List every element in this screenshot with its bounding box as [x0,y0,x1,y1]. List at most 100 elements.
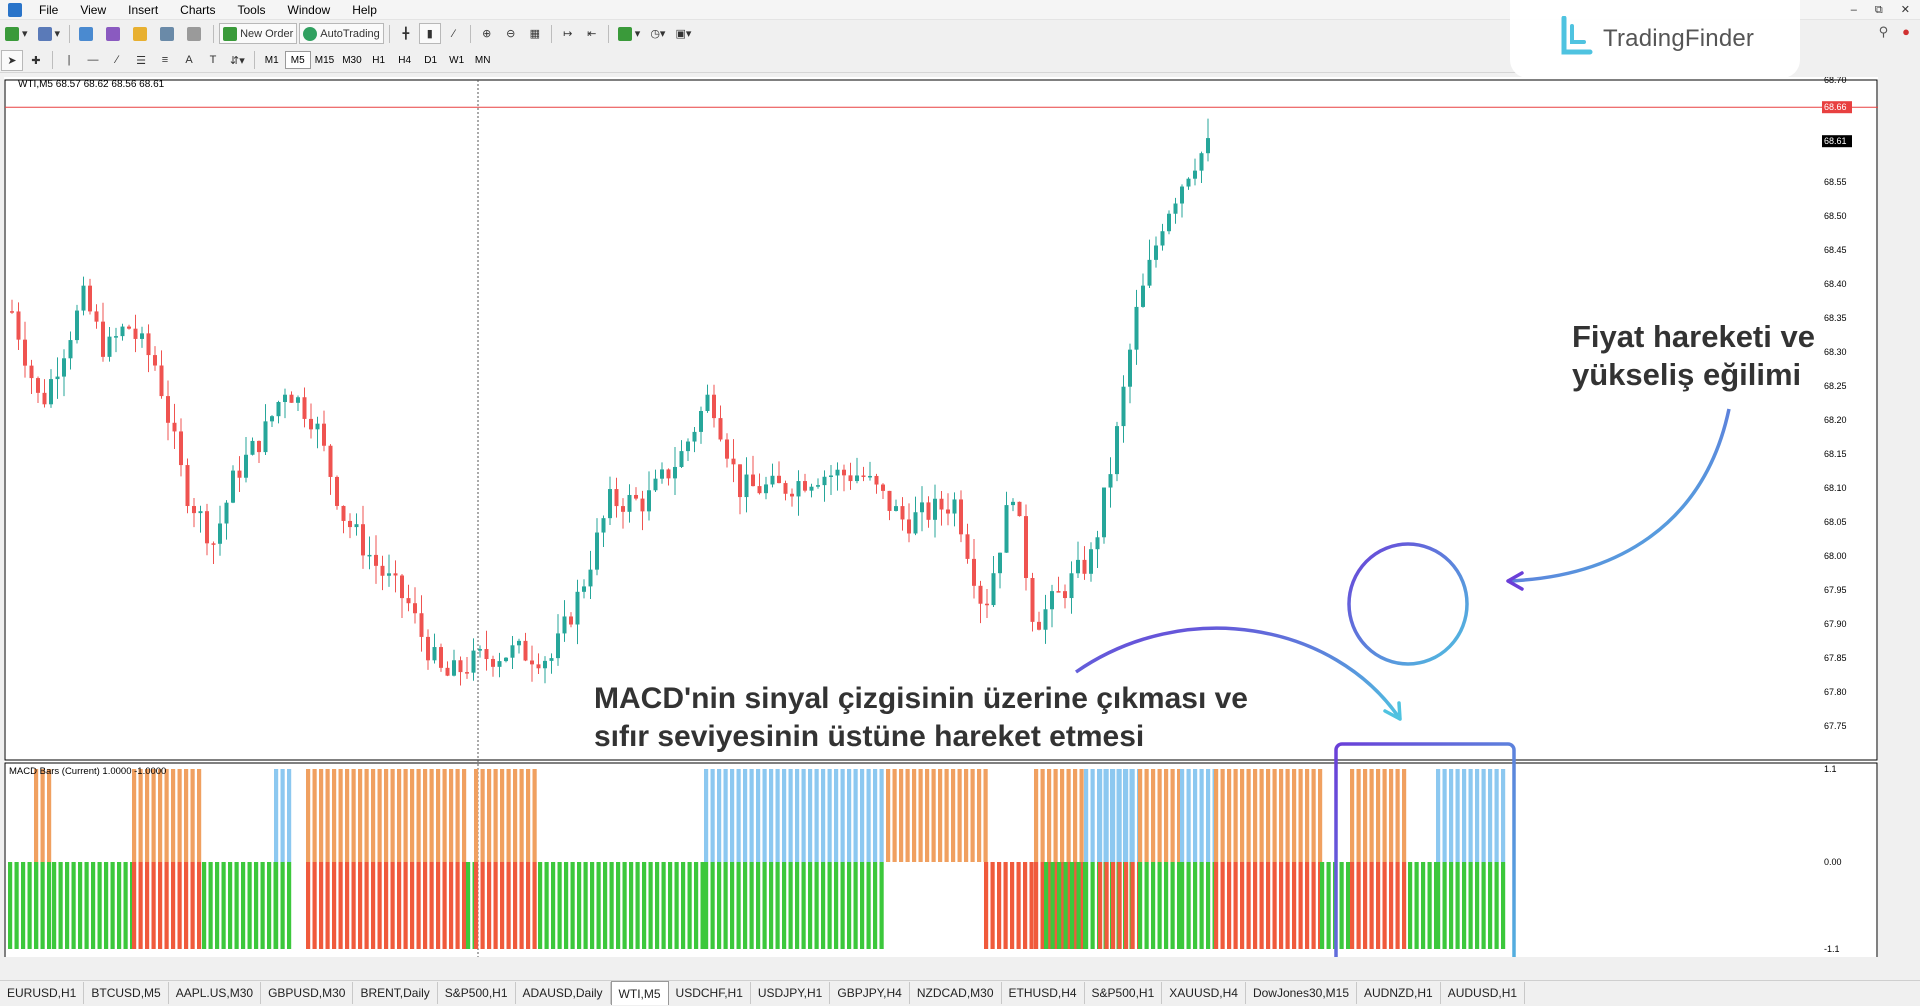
price-axis-label: 68.70 [1824,77,1847,85]
timeframe-mn[interactable]: MN [474,54,491,66]
price-annotation-line2: yükseliş eğilimi [1572,357,1802,392]
chart-tab[interactable]: USDCHF,H1 [669,982,751,1004]
candle-body [224,502,229,524]
text-label-icon[interactable]: T [209,54,217,66]
channel-icon[interactable]: ☰ [136,54,146,67]
candle-body [1069,573,1074,599]
timeframe-h1[interactable]: H1 [372,54,386,66]
macd-bar-upper [918,769,923,862]
search-icon[interactable]: ⚲ [1878,24,1889,39]
candle-body [939,498,944,510]
zoom-in-icon[interactable]: ⊕ [482,28,492,40]
chart-tab[interactable]: S&P500,H1 [1085,982,1163,1004]
chart-tab[interactable]: BRENT,Daily [353,982,438,1004]
trendline-icon[interactable]: ∕ [116,54,118,66]
timeframe-h4[interactable]: H4 [398,54,412,66]
macd-bar-lower [736,862,741,949]
candle-body [179,431,183,466]
vertical-line-icon[interactable]: | [67,54,71,66]
chart-tab[interactable]: XAUUSD,H4 [1162,982,1246,1004]
data-window-icon[interactable] [102,23,127,44]
candlestick-icon[interactable]: ▮ [418,23,441,44]
periods-button[interactable]: ◷▾ [650,28,666,40]
chart-window[interactable]: 68.70 68.55 68.50 68.45 68.40 68.35 68.30 68.25… [4,77,1878,957]
timeframe-m1[interactable]: M1 [264,54,279,66]
chart-tab[interactable]: AUDNZD,H1 [1357,982,1441,1004]
candle-body [504,657,508,662]
timeframe-m15[interactable]: M15 [314,54,335,66]
terminal-icon[interactable] [156,23,181,44]
candle-body [328,445,333,477]
chart-tab[interactable]: USDJPY,H1 [751,982,831,1004]
templates-button[interactable]: ▣▾ [675,28,692,40]
menu-file[interactable]: File [39,2,59,17]
macd-bar-lower [1180,862,1185,949]
macd-bar-upper [827,769,832,862]
timeframe-m5[interactable]: M5 [284,51,311,69]
macd-bar-upper [1318,769,1323,862]
minimize-icon[interactable]: – [1850,4,1857,16]
chart-tab[interactable]: AUDUSD,H1 [1441,982,1526,1004]
chart-tab[interactable]: WTI,M5 [610,981,669,1005]
chart-tab[interactable]: EURUSD,H1 [0,982,85,1004]
macd-bar-lower [1053,862,1058,949]
chart-shift-icon[interactable]: ⇤ [587,28,597,40]
chart-tab[interactable]: BTCUSD,M5 [84,982,169,1004]
restore-icon[interactable]: ⧉ [1874,4,1883,16]
menu-insert[interactable]: Insert [128,2,159,17]
navigator-icon[interactable] [129,23,154,44]
price-axis-label: 68.30 [1824,347,1847,357]
tile-windows-icon[interactable]: ▦ [529,28,540,40]
profiles-button[interactable]: ▾ [34,23,65,44]
chart-tab[interactable]: GBPJPY,H4 [830,982,910,1004]
candle-body [127,326,131,329]
arrows-icon[interactable]: ⇵▾ [230,54,245,67]
chart-tab[interactable]: AAPL.US,M30 [169,982,262,1004]
menu-window[interactable]: Window [287,2,331,17]
crosshair-icon[interactable]: ✚ [31,54,41,67]
indicators-button[interactable]: ▾ [614,23,645,44]
timeframe-d1[interactable]: D1 [424,54,438,66]
cursor-icon[interactable]: ➤ [1,49,23,71]
text-icon[interactable]: A [185,54,193,66]
bar-chart-icon[interactable]: ╋ [402,28,410,40]
line-chart-icon[interactable]: ∕ [452,27,455,40]
timeframe-w1[interactable]: W1 [449,54,465,66]
candle-body [1017,501,1022,517]
new-order-button[interactable]: New Order [219,23,298,44]
chart-tab[interactable]: ADAUSD,Daily [516,982,611,1004]
chart-tab[interactable]: ETHUSD,H4 [1002,982,1085,1004]
menu-tools[interactable]: Tools [237,2,266,17]
horizontal-line-icon[interactable]: — [87,54,99,66]
strategy-tester-icon[interactable] [183,23,208,44]
market-watch-icon[interactable] [75,23,100,44]
zoom-out-icon[interactable]: ⊖ [506,28,516,40]
candle-body [1102,487,1106,538]
timeframe-m30[interactable]: M30 [342,54,362,66]
candle-body [653,478,658,491]
window-controls: – ⧉ ✕ [1851,0,1910,20]
notifications-icon[interactable]: ● [1902,24,1910,39]
price-arrow [1507,408,1731,583]
menu-view[interactable]: View [80,2,107,17]
chart-tab[interactable]: NZDCAD,M30 [910,982,1002,1004]
macd-arrow-head [1383,701,1402,721]
macd-bar-lower [551,862,556,949]
chart-tab[interactable]: DowJones30,M15 [1246,982,1358,1004]
autotrading-button[interactable]: AutoTrading [299,23,384,44]
macd-bar-lower [1206,862,1211,949]
chart-tab[interactable]: S&P500,H1 [438,982,516,1004]
chart-canvas[interactable]: 68.70 68.55 68.50 68.45 68.40 68.35 68.30 68.25… [4,77,1878,957]
fibonacci-icon[interactable]: ≡ [161,54,169,66]
macd-bar-upper [756,769,761,862]
new-chart-button[interactable]: ▾ [1,23,32,44]
menu-help[interactable]: Help [352,2,377,17]
macd-bar-lower [202,862,207,949]
chart-tab[interactable]: GBPUSD,M30 [261,982,354,1004]
close-icon[interactable]: ✕ [1900,4,1910,16]
menu-charts[interactable]: Charts [180,2,216,17]
new-order-icon [223,26,238,41]
macd-bar-lower [158,862,163,949]
macd-bar-lower [110,862,115,949]
auto-scroll-icon[interactable]: ↦ [563,28,573,40]
